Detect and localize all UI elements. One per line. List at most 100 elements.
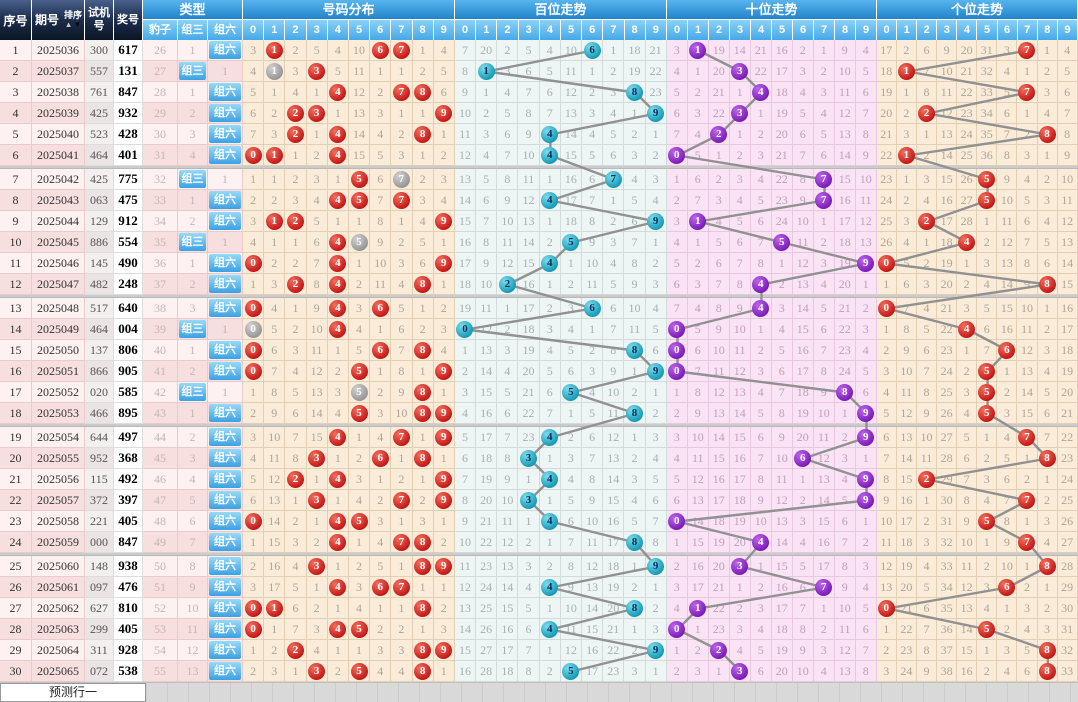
hit-ball-red: 8	[414, 450, 432, 467]
dist-cell: 6	[391, 319, 413, 340]
bai-cell: 4	[645, 298, 667, 319]
test-number-cell: 145	[85, 253, 114, 274]
bai-cell: 2	[645, 145, 667, 166]
shi-cell: 1	[855, 274, 877, 295]
dist-cell: 6	[370, 169, 392, 190]
shi-cell: 9	[834, 577, 856, 598]
dist-cell: 3	[370, 103, 392, 124]
ge-cell: 3	[977, 253, 998, 274]
dist-cell: 1	[433, 124, 455, 145]
ge-cell: 10	[997, 190, 1018, 211]
ge-cell: 13	[957, 598, 978, 619]
shi-cell: 1	[687, 598, 709, 619]
bai-cell: 6	[518, 619, 540, 640]
group-type-badge: 组六	[209, 104, 241, 122]
hit-ball-red: 8	[414, 384, 432, 401]
hit-ball-red: 0	[244, 255, 262, 272]
dist-cell: 4	[412, 211, 434, 232]
shi-cell: 2	[813, 232, 835, 253]
shi-cell: 12	[834, 640, 856, 661]
ge-cell: 7	[1037, 427, 1058, 448]
test-number-cell: 557	[85, 61, 114, 82]
dist-cell: 3	[285, 340, 307, 361]
hit-ball-red: 1	[265, 213, 283, 230]
hit-ball-red: 4	[329, 126, 347, 143]
bai-cell: 10	[560, 40, 582, 61]
table-row: 5 2025040 523 428 30 3 组六 7 3 2 1 4 14 4 2 8 1 11 3 6 9 4 14 4 5…	[0, 124, 1078, 145]
hit-ball-red: 0	[877, 255, 895, 272]
dist-cell: 1	[306, 469, 328, 490]
baozi-cell: 42	[143, 382, 178, 403]
shi-cell: 13	[813, 469, 835, 490]
bai-cell: 16	[454, 232, 477, 253]
bai-cell: 1	[603, 40, 625, 61]
header-period-label: 期号	[34, 12, 59, 27]
bai-cell: 5	[560, 490, 582, 511]
seq-cell: 9	[0, 211, 32, 232]
dist-cell: 0	[243, 340, 265, 361]
ge-cell: 5	[997, 448, 1018, 469]
ge-cell: 1	[977, 211, 998, 232]
dist-cell: 3	[412, 511, 434, 532]
bai-cell: 6	[497, 403, 519, 424]
zuliu-cell: 组六	[208, 40, 243, 61]
zusan-cell: 3	[178, 448, 208, 469]
shi-cell: 9	[771, 427, 793, 448]
dist-cell: 3	[306, 169, 328, 190]
shi-cell: 2	[855, 532, 877, 553]
dist-cell: 4	[327, 274, 349, 295]
ge-cell: 8	[1037, 556, 1058, 577]
dist-cell: 5	[348, 511, 371, 532]
shi-cell: 7	[855, 640, 877, 661]
shi-cell: 5	[855, 361, 877, 382]
dist-cell: 9	[433, 640, 455, 661]
shi-cell: 3	[729, 556, 751, 577]
bai-cell: 3	[560, 298, 582, 319]
table-row: 15 2025050 137 806 40 1 组六 0 6 3 11 1 5 6 7 8 4 1 13 3 19 4 5 2…	[0, 340, 1078, 361]
dist-cell: 9	[433, 103, 455, 124]
zuliu-cell: 1	[208, 319, 243, 340]
dist-cell: 2	[306, 532, 328, 553]
zusan-cell: 组三	[178, 232, 208, 253]
hit-ball-red: 0	[244, 513, 262, 530]
group-type-badge: 组六	[209, 212, 241, 230]
dist-cell: 11	[264, 448, 286, 469]
shi-cell: 3	[813, 640, 835, 661]
ge-cell: 6	[1037, 403, 1058, 424]
dist-cell: 6	[433, 82, 455, 103]
dist-cell: 2	[433, 298, 455, 319]
hit-ball-red: 6	[371, 342, 389, 359]
hit-ball-purple: 9	[857, 405, 875, 422]
ge-cell: 4	[957, 403, 978, 424]
table-row: 17 2025052 020 585 42 组三 1 1 8 5 13 3 5 2 9 8 1 3 15 5 21 6 5 4…	[0, 382, 1078, 403]
ge-cell: 24	[896, 661, 917, 682]
predict-row-button[interactable]: 预测行一	[0, 683, 146, 702]
bai-cell: 23	[518, 427, 540, 448]
dist-cell: 1	[391, 556, 413, 577]
prize-number-cell: 131	[114, 61, 143, 82]
ge-cell: 18	[876, 61, 897, 82]
ge-cell: 1	[1017, 448, 1038, 469]
shi-cell: 4	[750, 169, 772, 190]
sort-widget: 排序 ▲ ▼	[64, 11, 82, 29]
shi-cell: 17	[708, 490, 730, 511]
hit-ball-purple: 3	[731, 105, 749, 122]
shi-cell: 6	[792, 124, 814, 145]
test-number-cell: 221	[85, 511, 114, 532]
sort-desc-icon[interactable]: ▼	[73, 20, 82, 29]
dist-cell: 1	[285, 298, 307, 319]
shi-cell: 5	[750, 403, 772, 424]
shi-cell: 13	[855, 232, 877, 253]
bai-cell: 2	[539, 661, 561, 682]
bai-cell: 15	[497, 598, 519, 619]
dist-cell: 2	[370, 82, 392, 103]
sort-asc-icon[interactable]: ▲	[64, 20, 73, 29]
hit-ball-blue: 4	[541, 147, 559, 164]
baozi-cell: 36	[143, 253, 178, 274]
ge-cell: 24	[937, 361, 958, 382]
bai-cell: 2	[518, 532, 540, 553]
shi-cell: 1	[750, 319, 772, 340]
ge-cell: 10	[997, 556, 1018, 577]
ge-cell: 3	[997, 40, 1018, 61]
dist-cell: 1	[412, 103, 434, 124]
